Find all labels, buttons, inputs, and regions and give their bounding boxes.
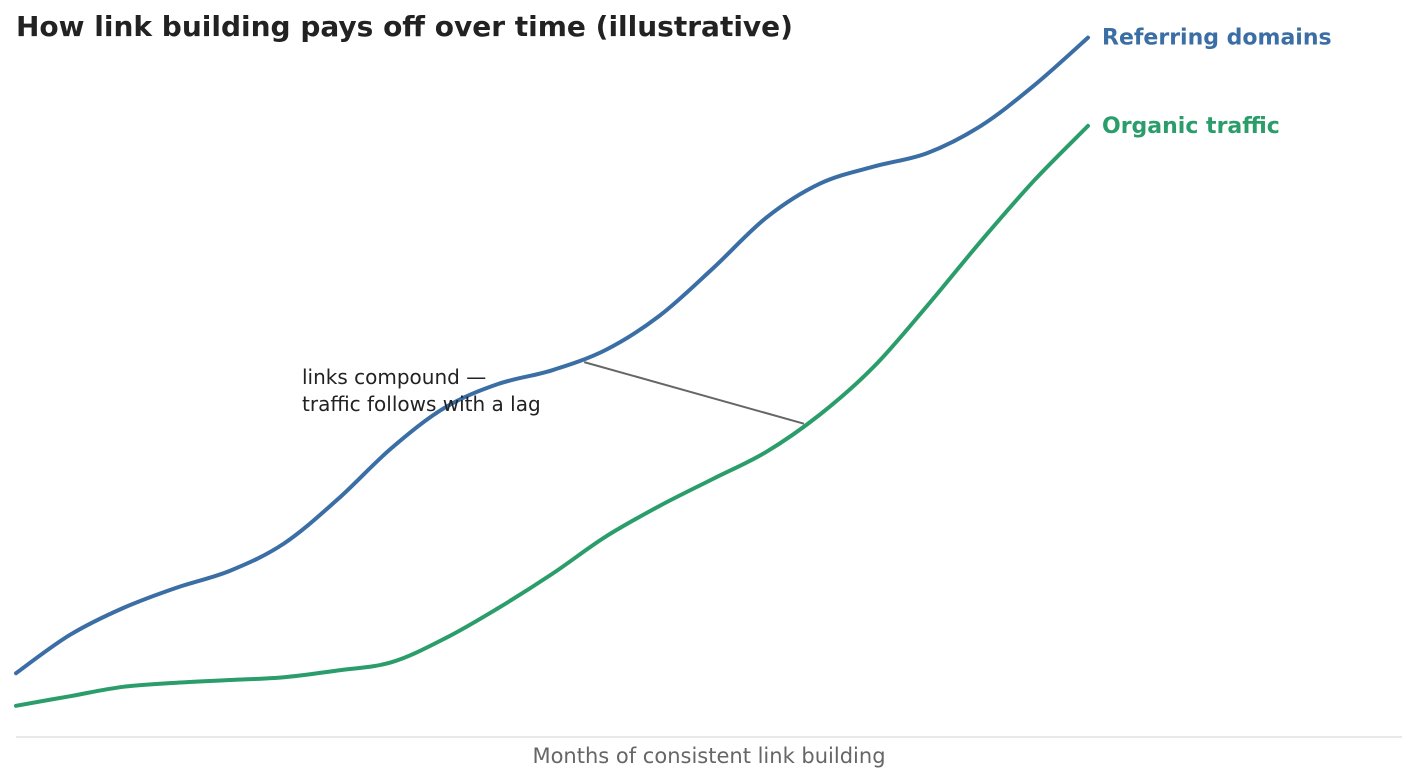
- x-axis-label: Months of consistent link building: [532, 744, 885, 768]
- series-line-1: [14, 35, 1090, 676]
- annotation-leader-line: [583, 361, 805, 425]
- annotation-text-line-2: traffic follows with a lag: [302, 392, 541, 416]
- series-labels: Referring domains Organic traffic: [1102, 26, 1332, 139]
- annotation-text-line-1: links compound —: [302, 365, 486, 389]
- chart-title: How link building pays off over time (il…: [16, 10, 793, 43]
- series-label-2: Organic traffic: [1102, 114, 1280, 139]
- series-label-1: Referring domains: [1102, 26, 1332, 51]
- annotation: links compound — traffic follows with a …: [302, 361, 805, 425]
- series-line-2: [14, 123, 1090, 708]
- series-layer: [14, 35, 1090, 708]
